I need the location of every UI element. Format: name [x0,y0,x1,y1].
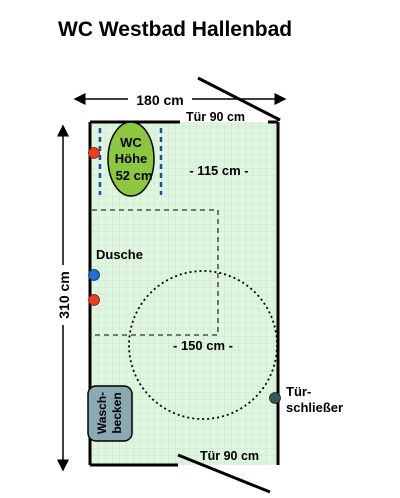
hot-tap-wc [88,147,100,159]
page-title: WC Westbad Hallenbad [58,18,293,41]
door-bottom-leaf [177,453,271,494]
turning-circle-label: - 150 cm - [173,338,233,353]
hot-tap-shower [88,294,100,306]
washbasin-label-line1: Wasch- [95,392,109,434]
wc-label: WC [120,135,142,150]
door-top-label: Tür 90 cm [186,110,245,124]
width-dimension-label: 180 cm [136,92,183,108]
depth-dimension-label: 310 cm [56,271,72,318]
cold-tap-shower [88,269,100,281]
wc-height-label: Höhe [115,151,148,166]
washbasin [87,385,133,442]
wc-toilet [107,121,155,197]
door-closer-knob [269,392,281,404]
wc-height-value: 52 cm [116,168,153,183]
door-bottom-label: Tür 90 cm [200,449,259,463]
clearance-wc-label: - 115 cm - [189,163,248,178]
turning-circle [128,270,278,420]
washbasin-label-line2: becken [110,392,124,433]
shower-label: Dusche [96,247,143,262]
door-closer-label-line2: schließer [286,400,343,415]
clearance-zone-outline [92,209,219,336]
door-closer-label-line1: Tür- [286,384,311,399]
